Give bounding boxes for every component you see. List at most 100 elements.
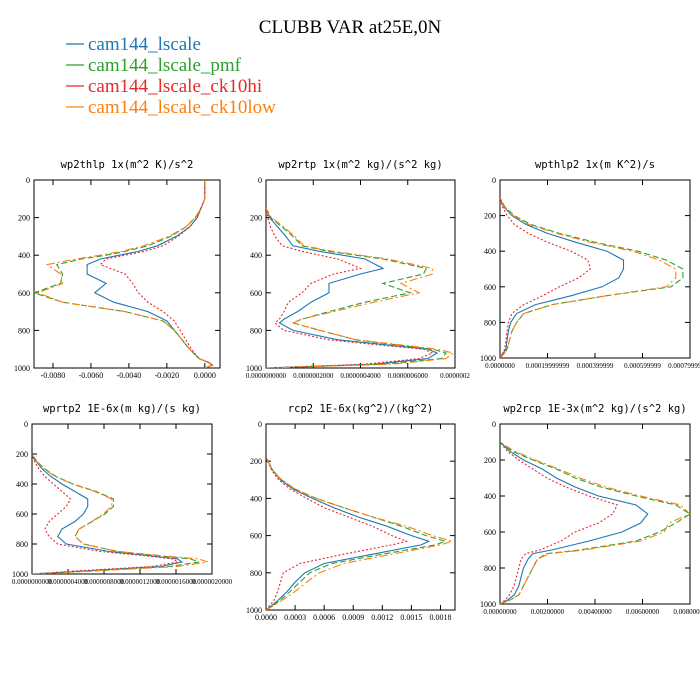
y-tick-label: 400 [484,247,496,256]
panel-6: wp2rcp 1E-3x(m^2 kg)/(s^2 kg) 0 200 400 600 8… [480,403,700,616]
y-tick-label: 600 [484,528,496,537]
legend-entry: cam144_lscale_ck10hi [88,76,262,97]
x-tick-label: 0.00400000 [578,608,612,616]
series-line-cam144_lscale_ck10hi [32,453,180,574]
series-line-cam144_lscale_ck10hi [99,180,214,368]
y-tick-label: 0 [258,420,262,429]
y-tick-label: 200 [484,212,496,221]
y-tick-label: 800 [250,569,262,578]
y-tick-label: 400 [250,251,262,260]
x-tick-label: 0.0000 [194,371,216,380]
series-line-cam144_lscale_ck10low [500,197,677,358]
legend-entry: cam144_lscale [88,34,201,55]
y-tick-label: 1000 [14,364,30,373]
series-line-cam144_lscale [500,197,625,358]
series-line-cam144_lscale_pmf [266,457,448,610]
y-tick-label: 600 [250,532,262,541]
series-line-cam144_lscale [86,180,214,368]
series-line-cam144_lscale_ck10hi [500,441,619,604]
x-tick-label: 0.0000004000 [48,578,89,586]
x-tick-label: 0.0003 [284,613,306,622]
x-tick-label: -0.0060 [79,371,104,380]
x-tick-label: 0.0000008000 [84,578,125,586]
y-tick-label: 400 [18,251,30,260]
y-tick-label: 200 [250,214,262,223]
series-group [34,180,214,368]
panel-2: wp2rtp 1x(m^2 kg)/(s^2 kg) 0 200 400 600 800 1… [246,159,471,380]
x-tick-label: 0.0000016000 [156,578,197,586]
series-line-cam144_lscale [32,453,184,574]
x-tick-label: 0.0000000 [485,362,515,370]
y-tick-label: 0 [492,420,496,429]
legend-entry: cam144_lscale_ck10low [88,97,276,118]
legend: cam144_lscalecam144_lscale_pmfcam144_lsc… [66,34,276,118]
y-tick-label: 600 [18,289,30,298]
series-line-cam144_lscale [266,457,431,610]
x-tick-label: 0.000599999 [624,362,661,370]
panel-3: wpthlp2 1x(m K^2)/s020040060080010000.00… [480,159,700,370]
panel-title: wprtp2 1E-6x(m kg)/(s kg) [43,403,201,415]
y-tick-label: 800 [16,540,28,549]
y-tick-label: 1000 [246,606,262,615]
x-tick-label: 0.0000002 [440,372,470,380]
x-tick-label: 0.0012 [371,613,393,622]
y-tick-label: 0 [258,176,262,185]
x-tick-label: 0.0009 [342,613,364,622]
plot-frame [499,179,691,359]
panel-title: wp2rcp 1E-3x(m^2 kg)/(s^2 kg) [503,403,686,415]
panel-4: wprtp2 1E-6x(m kg)/(s kg) 0 200 400 600 800 10… [12,403,233,586]
y-tick-label: 800 [18,326,30,335]
x-tick-label: 0.000399999 [577,362,614,370]
series-line-cam144_lscale_ck10hi [500,197,591,358]
x-tick-label: 0.0000012000 [120,578,161,586]
series-line-cam144_lscale_pmf [266,207,447,368]
series-line-cam144_lscale_ck10low [36,180,214,368]
series-line-cam144_lscale_ck10low [266,457,454,610]
series-group [500,197,684,358]
x-tick-label: 0.00079999999 [668,362,700,370]
series-line-cam144_lscale_ck10hi [266,457,409,610]
panels: wp2thlp 1x(m^2 K)/s^2 0 200 400 600 800 1000 -0… [12,159,700,622]
x-tick-label: -0.0040 [117,371,142,380]
series-line-cam144_lscale_ck10hi [266,208,434,368]
y-tick-label: 200 [18,214,30,223]
y-tick-label: 400 [484,492,496,501]
plot-frame [33,179,221,369]
x-tick-label: 0.0000020000 [192,578,233,586]
x-tick-label: 0.0000002000 [293,372,334,380]
x-tick-label: 0.00600000 [626,608,660,616]
x-tick-label: 0.0015 [400,613,422,622]
x-tick-label: 0.00200000 [531,608,565,616]
panel-title: wp2rtp 1x(m^2 kg)/(s^2 kg) [278,159,442,171]
panel-1: wp2thlp 1x(m^2 K)/s^2 0 200 400 600 800 1000 -0… [14,159,221,380]
y-tick-label: 1000 [12,570,28,579]
x-tick-label: 0.00000000 [483,608,517,616]
x-tick-label: -0.0020 [155,371,180,380]
x-tick-label: -0.0080 [41,371,66,380]
x-tick-label: 0.00800000 [673,608,700,616]
series-group [266,207,455,368]
y-tick-label: 600 [484,283,496,292]
series-line-cam144_lscale [500,441,649,604]
panel-title: wp2thlp 1x(m^2 K)/s^2 [61,159,194,171]
series-group [266,457,454,610]
y-tick-label: 0 [24,420,28,429]
x-tick-label: 0.0000004000 [340,372,381,380]
x-tick-label: 0.0000006000 [388,372,429,380]
y-tick-label: 1000 [246,364,262,373]
panel-title: wpthlp2 1x(m K^2)/s [535,159,655,171]
series-line-cam144_lscale_pmf [32,453,200,574]
series-line-cam144_lscale [266,208,439,368]
x-tick-label: 0.0000000000 [246,372,287,380]
y-tick-label: 0 [492,176,496,185]
figure-title: CLUBB VAR at25E,0N [259,17,442,38]
y-tick-label: 200 [16,450,28,459]
y-tick-label: 800 [484,318,496,327]
panel-title: rcp2 1E-6x(kg^2)/(kg^2) [288,403,433,415]
series-line-cam144_lscale_ck10low [500,441,690,604]
x-tick-label: 0.00019999999 [526,362,570,370]
x-tick-label: 0.0006 [313,613,335,622]
y-tick-label: 400 [250,494,262,503]
y-tick-label: 0 [26,176,30,185]
